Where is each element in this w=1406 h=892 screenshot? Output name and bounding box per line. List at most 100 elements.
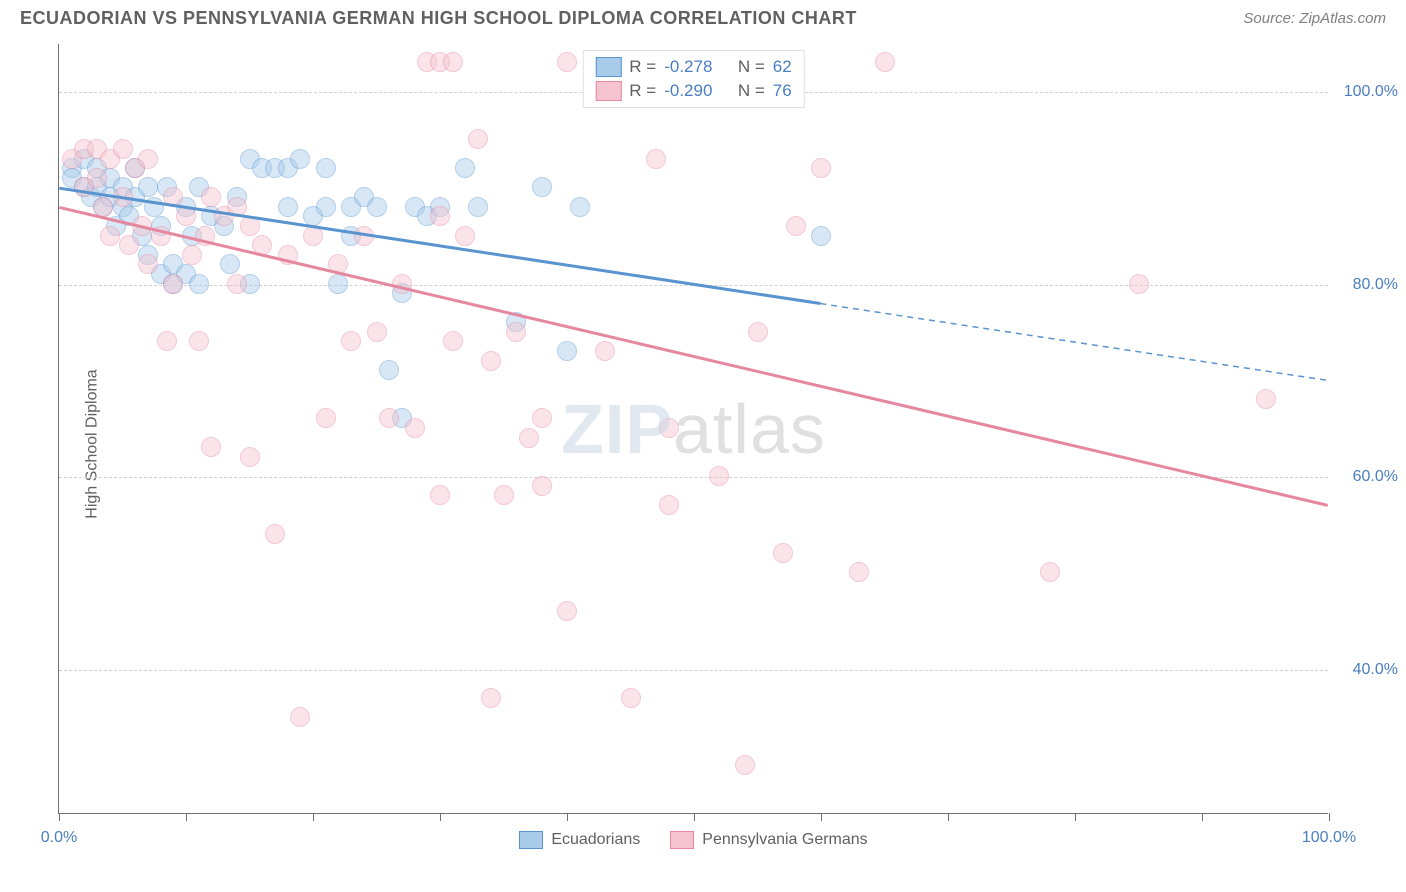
data-point bbox=[786, 216, 806, 236]
data-point bbox=[132, 216, 152, 236]
legend-swatch bbox=[519, 831, 543, 849]
data-point bbox=[227, 274, 247, 294]
data-point bbox=[443, 52, 463, 72]
data-point bbox=[113, 139, 133, 159]
stats-legend-row: R = -0.278 N = 62 bbox=[595, 55, 791, 79]
x-tick bbox=[59, 813, 60, 821]
data-point bbox=[87, 168, 107, 188]
x-tick bbox=[694, 813, 695, 821]
data-point bbox=[189, 331, 209, 351]
data-point bbox=[113, 187, 133, 207]
data-point bbox=[532, 476, 552, 496]
data-point bbox=[316, 408, 336, 428]
data-point bbox=[506, 322, 526, 342]
data-point bbox=[430, 485, 450, 505]
data-point bbox=[290, 149, 310, 169]
data-point bbox=[532, 177, 552, 197]
watermark: ZIPatlas bbox=[561, 389, 826, 469]
source-attribution: Source: ZipAtlas.com bbox=[1243, 10, 1386, 27]
data-point bbox=[252, 235, 272, 255]
data-point bbox=[430, 206, 450, 226]
series-name: Ecuadorians bbox=[551, 831, 640, 849]
data-point bbox=[455, 158, 475, 178]
y-tick-label: 40.0% bbox=[1353, 661, 1398, 679]
data-point bbox=[163, 187, 183, 207]
gridline bbox=[59, 670, 1328, 671]
data-point bbox=[532, 408, 552, 428]
plot-area: ZIPatlas R = -0.278 N = 62R = -0.290 N =… bbox=[58, 44, 1328, 814]
data-point bbox=[189, 274, 209, 294]
data-point bbox=[1040, 562, 1060, 582]
data-point bbox=[240, 447, 260, 467]
data-point bbox=[290, 707, 310, 727]
data-point bbox=[392, 274, 412, 294]
data-point bbox=[659, 418, 679, 438]
data-point bbox=[303, 226, 323, 246]
data-point bbox=[157, 331, 177, 351]
data-point bbox=[119, 235, 139, 255]
data-point bbox=[811, 226, 831, 246]
data-point bbox=[735, 755, 755, 775]
data-point bbox=[138, 254, 158, 274]
data-point bbox=[811, 158, 831, 178]
legend-swatch bbox=[595, 57, 621, 77]
data-point bbox=[773, 543, 793, 563]
x-tick bbox=[948, 813, 949, 821]
x-tick bbox=[1329, 813, 1330, 821]
x-tick bbox=[567, 813, 568, 821]
data-point bbox=[176, 206, 196, 226]
data-point bbox=[100, 226, 120, 246]
data-point bbox=[195, 226, 215, 246]
data-point bbox=[354, 226, 374, 246]
data-point bbox=[455, 226, 475, 246]
gridline bbox=[59, 477, 1328, 478]
data-point bbox=[519, 428, 539, 448]
data-point bbox=[570, 197, 590, 217]
y-tick-label: 60.0% bbox=[1353, 468, 1398, 486]
data-point bbox=[468, 129, 488, 149]
data-point bbox=[201, 187, 221, 207]
data-point bbox=[557, 601, 577, 621]
data-point bbox=[316, 197, 336, 217]
data-point bbox=[316, 158, 336, 178]
data-point bbox=[595, 341, 615, 361]
x-tick bbox=[313, 813, 314, 821]
data-point bbox=[278, 245, 298, 265]
x-tick-label-left: 0.0% bbox=[41, 829, 77, 847]
stats-legend: R = -0.278 N = 62R = -0.290 N = 76 bbox=[582, 50, 804, 108]
data-point bbox=[182, 245, 202, 265]
data-point bbox=[220, 254, 240, 274]
legend-swatch bbox=[595, 81, 621, 101]
x-tick bbox=[821, 813, 822, 821]
data-point bbox=[138, 149, 158, 169]
chart-title: ECUADORIAN VS PENNSYLVANIA GERMAN HIGH S… bbox=[20, 8, 857, 29]
series-name: Pennsylvania Germans bbox=[702, 831, 867, 849]
data-point bbox=[328, 274, 348, 294]
data-point bbox=[151, 226, 171, 246]
data-point bbox=[621, 688, 641, 708]
data-point bbox=[494, 485, 514, 505]
data-point bbox=[646, 149, 666, 169]
data-point bbox=[367, 197, 387, 217]
data-point bbox=[875, 52, 895, 72]
data-point bbox=[557, 341, 577, 361]
data-point bbox=[144, 197, 164, 217]
data-point bbox=[379, 408, 399, 428]
data-point bbox=[405, 418, 425, 438]
data-point bbox=[1129, 274, 1149, 294]
data-point bbox=[481, 351, 501, 371]
data-point bbox=[201, 437, 221, 457]
data-point bbox=[163, 274, 183, 294]
x-tick bbox=[440, 813, 441, 821]
data-point bbox=[659, 495, 679, 515]
legend-swatch bbox=[670, 831, 694, 849]
data-point bbox=[328, 254, 348, 274]
stats-legend-row: R = -0.290 N = 76 bbox=[595, 79, 791, 103]
x-tick bbox=[1202, 813, 1203, 821]
x-tick bbox=[1075, 813, 1076, 821]
data-point bbox=[748, 322, 768, 342]
y-tick-label: 100.0% bbox=[1344, 83, 1398, 101]
data-point bbox=[341, 331, 361, 351]
series-legend: Ecuadorians Pennsylvania Germans bbox=[59, 831, 1328, 849]
data-point bbox=[278, 197, 298, 217]
